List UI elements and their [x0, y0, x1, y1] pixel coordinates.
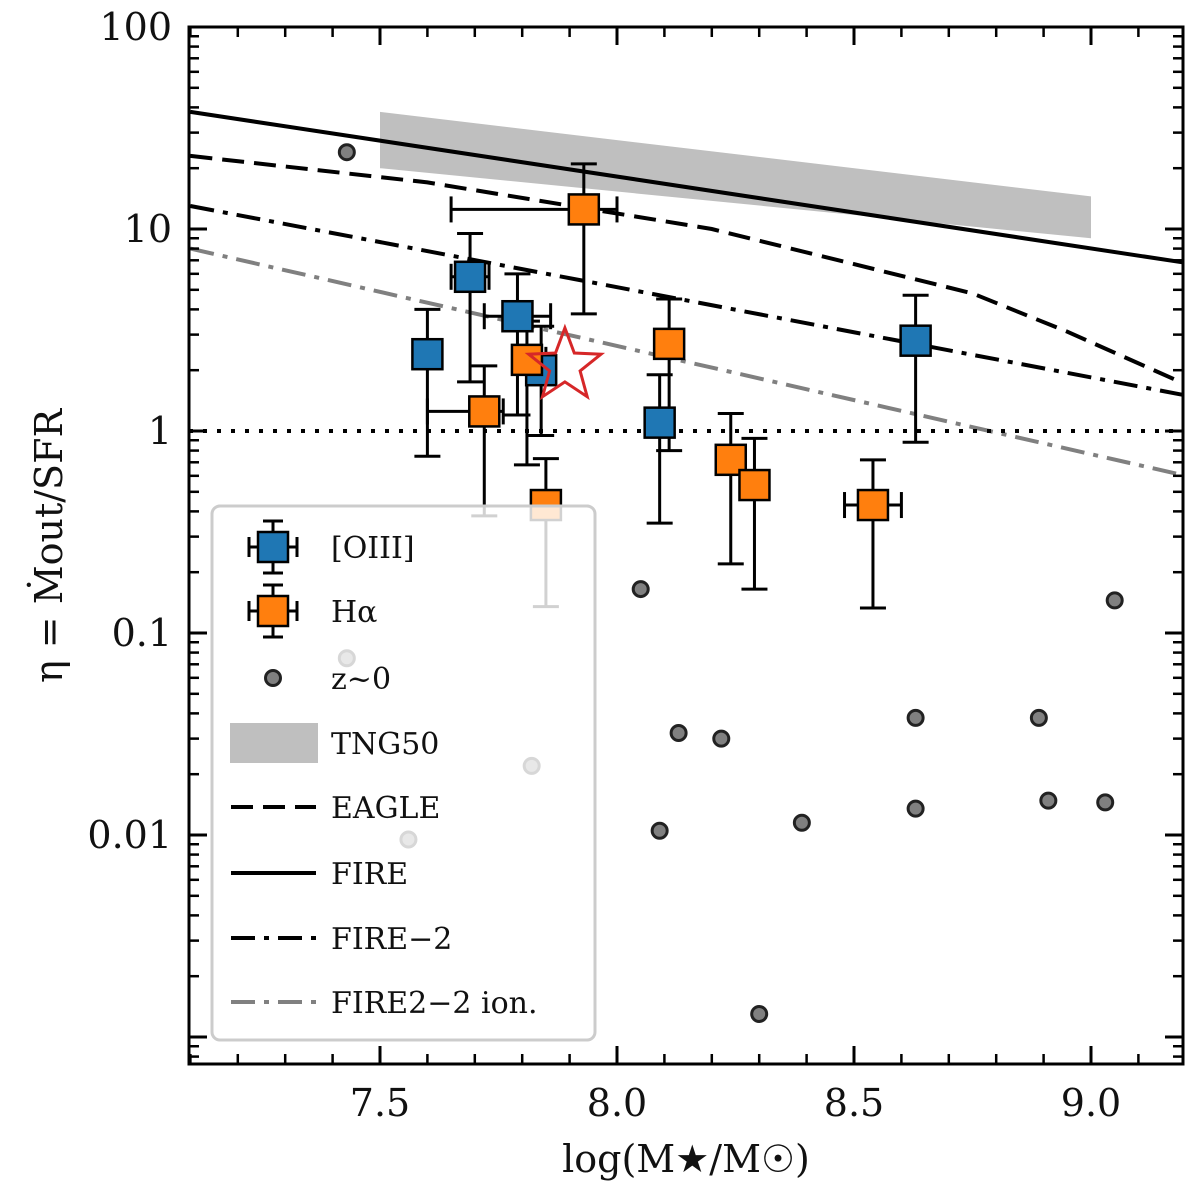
legend-label: FIRE2−2 ion.	[331, 986, 538, 1021]
z0-point	[906, 708, 925, 727]
z0-point	[631, 580, 650, 599]
legend-label: EAGLE	[331, 791, 440, 826]
y-tick-label: 0.1	[112, 611, 172, 655]
legend-oiii-square	[256, 530, 290, 564]
halpha-marker	[856, 488, 890, 522]
halpha-marker	[738, 468, 771, 502]
legend-tng50-swatch	[230, 723, 318, 763]
x-axis-label: log(M★/M☉)	[562, 1137, 810, 1181]
x-tick-label: 9.0	[1061, 1081, 1121, 1125]
legend-label: FIRE	[331, 857, 408, 892]
halpha-marker	[567, 193, 601, 226]
z0-point	[669, 723, 688, 742]
y-tick-label: 0.01	[87, 813, 172, 857]
z0-point	[906, 799, 925, 818]
legend-label: [OIII]	[331, 531, 415, 566]
oiii-marker	[501, 299, 534, 333]
plot-frame	[187, 25, 1185, 1066]
tng50-band	[380, 111, 1091, 239]
z0-point	[750, 1004, 769, 1023]
z0-point	[1096, 793, 1115, 812]
legend-label: Hα	[331, 595, 377, 630]
model-line-fire	[190, 109, 1183, 265]
oiii-marker	[643, 406, 676, 439]
oiii-marker	[453, 260, 487, 294]
highlight-star-marker	[524, 323, 606, 401]
z0-point	[792, 813, 811, 832]
x-tick-label: 7.5	[350, 1081, 410, 1125]
model-line-fire2-2-ion-	[189, 246, 1183, 478]
z0-point	[1029, 708, 1048, 727]
legend-label: TNG50	[331, 727, 439, 762]
y-tick-label: 10	[124, 207, 172, 251]
legend-label: z~0	[331, 662, 391, 697]
legend-halpha-square	[256, 594, 290, 628]
model-line-eagle	[190, 153, 1183, 386]
z0-point	[650, 821, 669, 840]
halpha-marker	[468, 395, 501, 428]
x-tick-label: 8.0	[587, 1081, 647, 1125]
oiii-marker	[899, 324, 932, 357]
x-tick-label: 8.5	[824, 1081, 884, 1125]
halpha-marker	[652, 327, 686, 361]
z0-point	[1105, 591, 1124, 610]
z0-point	[712, 729, 731, 748]
y-tick-label: 100	[99, 5, 172, 49]
legend-box	[210, 504, 597, 1042]
y-axis-label: η = Ṁout/SFR	[27, 408, 71, 683]
legend-label: FIRE−2	[331, 922, 452, 957]
oiii-marker	[411, 337, 444, 371]
legend-z0-circle	[264, 669, 282, 687]
model-line-fire-2	[190, 204, 1183, 397]
z0-point	[1039, 791, 1058, 810]
y-tick-label: 1	[148, 409, 172, 453]
z0-point	[337, 143, 356, 162]
